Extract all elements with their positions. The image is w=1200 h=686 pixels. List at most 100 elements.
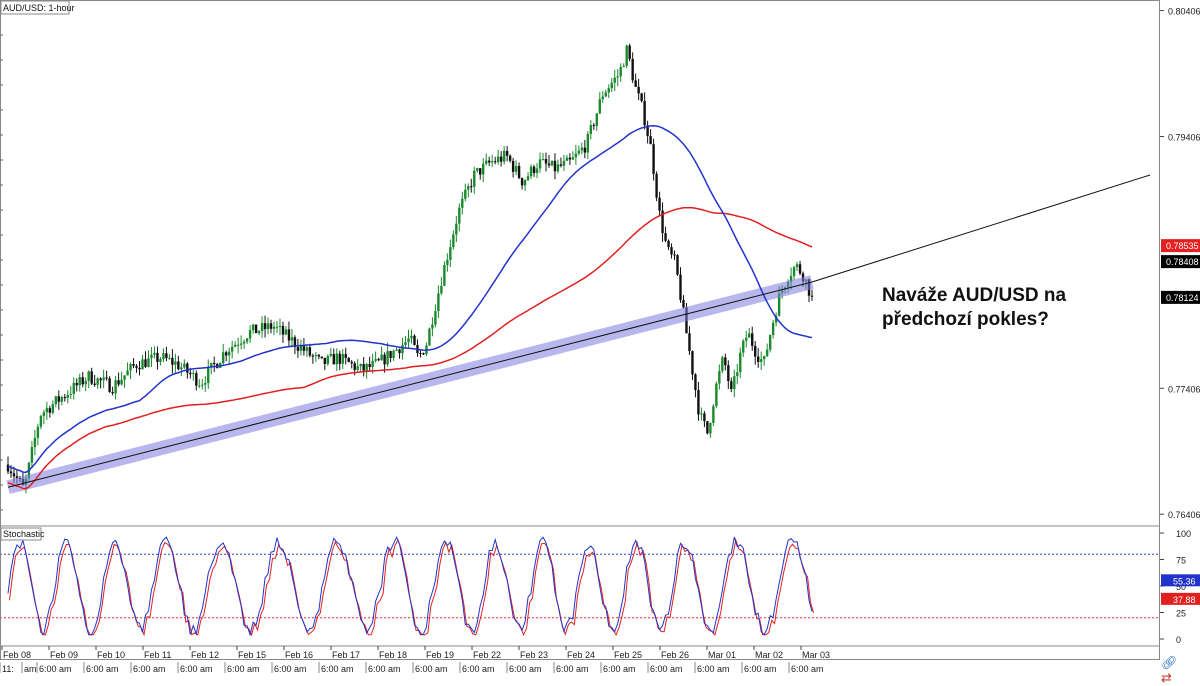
candle-body — [147, 358, 150, 367]
time-label: 6:00 am — [697, 664, 730, 674]
candle-body — [251, 324, 255, 331]
candle-body — [709, 422, 712, 434]
time-label: 6:00 am — [791, 664, 824, 674]
stoch-tick-label: 25 — [1176, 609, 1186, 619]
date-label: Feb 18 — [379, 650, 407, 660]
candle-body — [437, 293, 440, 312]
candle-body — [407, 338, 410, 343]
candle-body — [183, 363, 186, 368]
candle-body — [622, 65, 625, 67]
candle-body — [314, 354, 318, 356]
candle-body — [601, 96, 604, 100]
candle-body — [550, 160, 554, 166]
stochastic-title-box — [0, 527, 42, 541]
date-label: Feb 25 — [614, 650, 642, 660]
candle-body — [526, 176, 530, 181]
candles — [6, 43, 814, 494]
candle-body — [347, 357, 350, 362]
price-pane — [6, 43, 1151, 495]
candle-body — [75, 382, 78, 386]
candle-body — [589, 125, 593, 134]
candle-body — [177, 361, 180, 370]
candle-body — [410, 335, 413, 339]
candle-body — [682, 299, 685, 308]
candle-body — [30, 447, 34, 463]
date-label: Feb 22 — [473, 650, 501, 660]
candle-body — [54, 396, 58, 405]
arrows-icon[interactable]: ⇄ — [1161, 671, 1172, 686]
price-tick-label: 0.77406 — [1168, 384, 1200, 394]
price-marker-label: 0.78124 — [1166, 293, 1199, 303]
candle-body — [535, 168, 539, 174]
candle-body — [649, 136, 652, 145]
candle-body — [613, 77, 616, 83]
candle-body — [637, 86, 640, 94]
candle-body — [362, 363, 365, 371]
candle-body — [207, 367, 210, 383]
candle-body — [69, 393, 72, 395]
candle-body — [117, 380, 120, 385]
candle-body — [198, 385, 201, 387]
candle-body — [640, 93, 643, 101]
candle-body — [401, 344, 404, 354]
stoch-marker-label: 37.88 — [1173, 595, 1196, 605]
candle-body — [598, 99, 601, 114]
price-tick-label: 0.79406 — [1168, 132, 1200, 142]
candle-body — [326, 355, 330, 364]
candle-body — [490, 161, 494, 163]
candle-body — [210, 362, 213, 368]
candle-body — [66, 394, 69, 398]
candle-body — [757, 356, 760, 362]
date-label: Mar 02 — [755, 650, 783, 660]
candle-body — [105, 377, 108, 379]
candle-body — [96, 378, 99, 385]
candle-body — [323, 357, 327, 364]
stoch-tick-label: 0 — [1176, 635, 1181, 645]
candle-body — [458, 207, 461, 224]
time-label: 6:00 am — [650, 664, 683, 674]
time-label: 6:00 am — [603, 664, 636, 674]
candle-body — [344, 353, 347, 358]
candle-body — [529, 166, 533, 177]
candle-body — [168, 357, 171, 359]
time-label: 11: — [2, 664, 14, 674]
candle-body — [404, 342, 407, 345]
candle-body — [374, 359, 377, 361]
candle-body — [150, 354, 153, 359]
candle-body — [449, 247, 452, 260]
date-label: Feb 16 — [285, 650, 313, 660]
candle-body — [706, 421, 709, 434]
chart-title-box — [0, 0, 70, 15]
candle-body — [658, 197, 661, 211]
candle-body — [673, 254, 676, 256]
candle-body — [281, 325, 285, 335]
candle-body — [502, 150, 506, 162]
candle-body — [308, 347, 312, 356]
candle-body — [634, 80, 637, 87]
candle-body — [371, 360, 374, 368]
candle-body — [356, 366, 359, 370]
date-label: Feb 26 — [661, 650, 689, 660]
candle-body — [592, 125, 596, 127]
price-marker-label: 0.78535 — [1166, 241, 1199, 251]
date-label: Feb 11 — [144, 650, 171, 660]
candle-body — [733, 376, 736, 390]
stoch-marker-label: 55.36 — [1173, 576, 1196, 586]
price-tick-label: 0.80406 — [1168, 7, 1200, 17]
candle-body — [186, 363, 189, 373]
candle-body — [90, 371, 93, 384]
candle-body — [51, 404, 55, 413]
candle-body — [365, 364, 368, 371]
candle-body — [703, 413, 706, 422]
candle-body — [700, 413, 703, 415]
candle-body — [691, 351, 694, 375]
annotation-line-2: předchozí pokles? — [882, 309, 1049, 330]
link-icon[interactable]: 🔗︎ — [1161, 656, 1178, 671]
candle-body — [311, 355, 315, 357]
candle-body — [368, 364, 371, 368]
candle-body — [508, 155, 512, 161]
candle-body — [81, 377, 84, 385]
candle-body — [604, 92, 607, 97]
candle-body — [129, 364, 132, 371]
chart-frame — [0, 0, 1160, 660]
